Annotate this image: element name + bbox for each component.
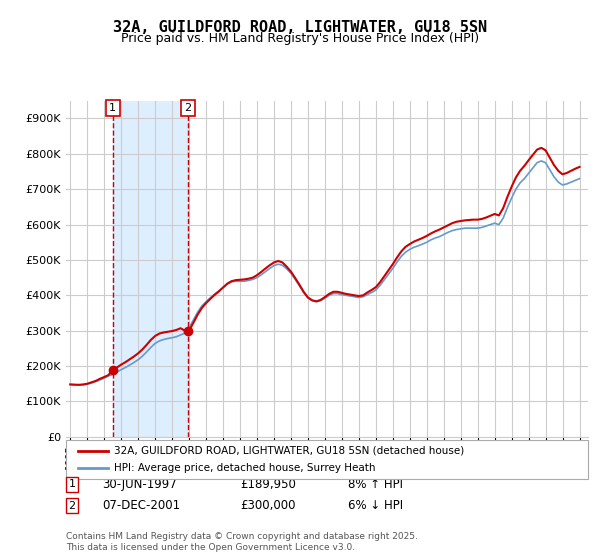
Text: Price paid vs. HM Land Registry's House Price Index (HPI): Price paid vs. HM Land Registry's House …	[121, 32, 479, 45]
Text: 2: 2	[68, 501, 76, 511]
Text: 32A, GUILDFORD ROAD, LIGHTWATER, GU18 5SN: 32A, GUILDFORD ROAD, LIGHTWATER, GU18 5S…	[113, 20, 487, 35]
Text: HPI: Average price, detached house, Surrey Heath: HPI: Average price, detached house, Surr…	[114, 463, 376, 473]
Text: 1: 1	[109, 103, 116, 113]
Text: 30-JUN-1997: 30-JUN-1997	[102, 478, 177, 491]
Text: 8% ↑ HPI: 8% ↑ HPI	[348, 478, 403, 491]
Text: Contains HM Land Registry data © Crown copyright and database right 2025.
This d: Contains HM Land Registry data © Crown c…	[66, 532, 418, 552]
Text: £300,000: £300,000	[240, 499, 296, 512]
Text: £189,950: £189,950	[240, 478, 296, 491]
Text: 6% ↓ HPI: 6% ↓ HPI	[348, 499, 403, 512]
Text: 32A, GUILDFORD ROAD, LIGHTWATER, GU18 5SN (detached house): 32A, GUILDFORD ROAD, LIGHTWATER, GU18 5S…	[114, 446, 464, 456]
Text: 2: 2	[184, 103, 191, 113]
Text: 07-DEC-2001: 07-DEC-2001	[102, 499, 180, 512]
Bar	[113, 101, 188, 437]
Text: 1: 1	[68, 479, 76, 489]
